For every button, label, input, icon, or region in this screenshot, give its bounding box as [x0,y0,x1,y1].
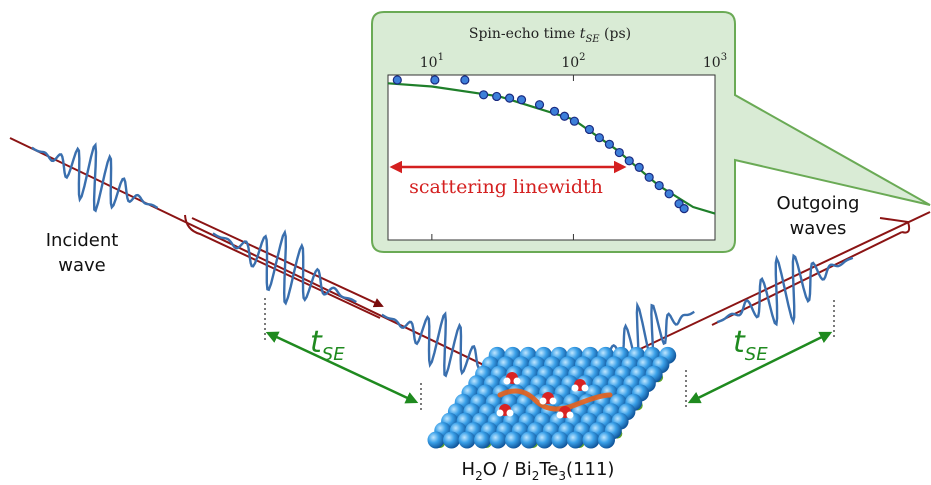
data-point [679,204,689,214]
atom [598,431,615,449]
x-tick-label: 102 [561,52,585,71]
molecule [566,411,574,419]
data-point [504,93,515,103]
ray-split [879,217,911,234]
data-point [549,106,560,116]
ray-split [184,214,381,319]
diffusion-trail [497,388,613,412]
delay-arrow [265,331,419,404]
delay-label: tSE [733,325,768,365]
wave-packet [594,300,695,370]
inset-x-label: Spin-echo time tSE (ps) [469,26,631,45]
wave-layer [9,137,931,381]
data-point [516,95,527,105]
atom [582,431,600,449]
data-point [614,147,624,158]
data-point [654,180,664,191]
atom [474,431,491,449]
atom [489,431,507,449]
annotation: scattering linewidth [409,176,603,198]
data-point [584,124,595,135]
delay-label: tSE [310,325,345,365]
data-point [594,133,604,143]
x-tick-label: 101 [420,52,444,71]
delay-guides [264,298,835,410]
data-point [624,156,634,166]
molecule [503,377,511,385]
molecule [539,397,547,405]
data-point [604,139,614,149]
data-point [460,75,470,85]
wave-packet [716,253,854,327]
data-point [634,162,644,172]
data-point [430,75,440,85]
sample-label: H2O / Bi2Te3(111) [462,459,615,483]
atom [443,431,460,449]
x-tick-exponent: 1 [438,52,444,63]
x-tick-label: 103 [703,52,727,71]
atom [536,431,553,449]
data-point [569,116,580,126]
sample-surface [427,346,677,449]
delay-arrow [687,331,833,404]
data-point [664,189,674,199]
ray [191,217,384,308]
inset-axes [387,74,716,241]
x-tick-base: 10 [561,55,579,71]
atom [505,431,522,449]
data-point [559,111,570,121]
x-tick-base: 10 [420,55,438,71]
molecule [513,377,521,385]
molecule [571,384,579,392]
data-point [644,172,654,182]
incident-label: Incident wave [46,230,119,276]
molecule [581,384,589,392]
x-tick-exponent: 3 [721,52,727,63]
data-point [534,100,545,110]
x-tick-base: 10 [703,55,721,71]
ray [711,231,903,326]
molecule [506,409,514,417]
data-point [479,90,489,100]
atom [458,431,476,449]
x-tick-exponent: 2 [579,52,585,63]
wave-packet [31,142,159,213]
molecule [496,409,504,417]
atom [427,431,445,449]
fit-line [387,82,716,215]
atom [520,431,538,449]
molecule [549,397,557,405]
molecule [556,411,564,419]
outgoing-label: Outgoing waves [777,193,860,239]
data-point [492,91,502,102]
atom [551,431,569,449]
data-point [392,75,402,85]
wave-packet [212,229,357,306]
atom [567,431,584,449]
